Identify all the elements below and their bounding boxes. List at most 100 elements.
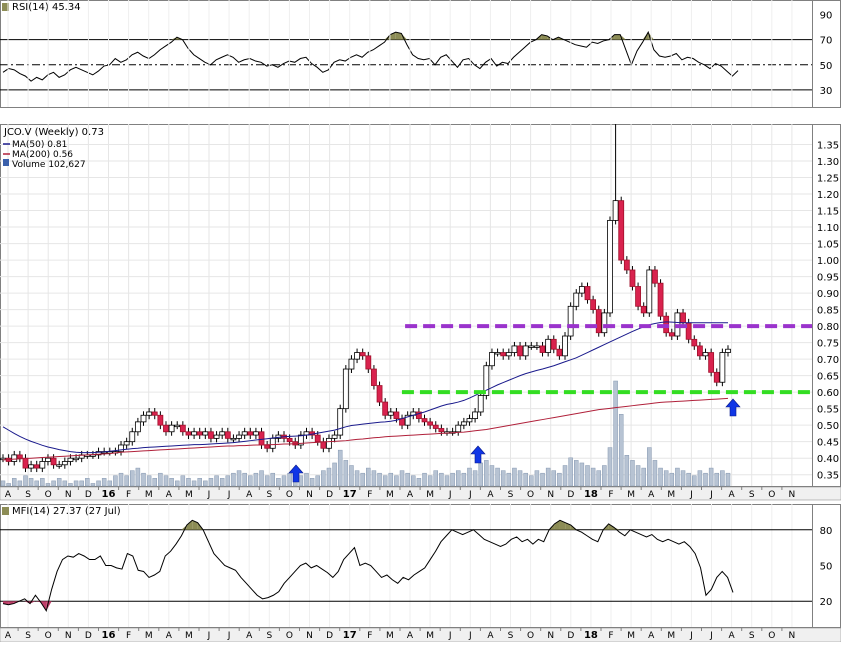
candle-up: [61, 461, 68, 466]
volume-bar: [191, 480, 197, 487]
x-month-label: J: [207, 490, 211, 500]
price-ytick-0.65: 0.65: [817, 372, 839, 383]
candle-up: [191, 431, 197, 436]
volume-bar: [545, 467, 551, 487]
x-month-label: 18: [584, 489, 598, 500]
volume-bar: [618, 414, 624, 487]
candle-down: [224, 431, 231, 439]
volume-bar: [113, 475, 118, 487]
x-month-label: M: [627, 631, 635, 641]
volume-bar: [697, 470, 703, 487]
candle-down: [556, 348, 563, 357]
candle-up: [354, 352, 360, 360]
candle-down: [438, 428, 445, 433]
volume-bar: [394, 475, 399, 487]
mfi-overbought-fill: [554, 520, 560, 530]
candle-up: [253, 431, 259, 436]
x-month-label: D: [326, 631, 333, 641]
candle-down: [618, 200, 625, 261]
volume-bar: [692, 475, 697, 487]
x-month-label: S: [266, 631, 272, 641]
candle-up: [11, 454, 18, 462]
candle-up: [702, 352, 709, 357]
volume-bar: [264, 475, 270, 487]
x-month-label: A: [166, 631, 173, 641]
volume-bar: [17, 480, 23, 487]
volume-bar: [287, 472, 292, 487]
candle-down: [432, 424, 439, 429]
x-month-label: A: [648, 631, 655, 641]
volume-bar: [439, 472, 444, 487]
candle-down: [151, 411, 158, 416]
volume-bar: [517, 470, 523, 487]
candle-up: [534, 345, 540, 348]
candle-up: [236, 434, 242, 439]
volume-bar: [602, 465, 607, 487]
x-month-label: S: [508, 490, 514, 500]
volume-bar: [506, 472, 512, 487]
candle-down: [359, 352, 366, 357]
candle-down: [691, 338, 698, 347]
price-ytick-0.85: 0.85: [817, 306, 839, 317]
mfi-overbought-fill: [186, 520, 193, 530]
volume-bar: [253, 472, 259, 487]
x-month-label: A: [407, 490, 414, 500]
x-month-label: N: [789, 490, 796, 500]
candle-down: [179, 424, 186, 433]
volume-bar: [641, 467, 646, 487]
candle-down: [22, 457, 29, 469]
volume-bar: [354, 470, 360, 487]
volume-bar: [281, 475, 287, 487]
volume-bar: [596, 470, 601, 487]
x-month-label: J: [468, 490, 472, 500]
volume-bar: [472, 470, 478, 487]
volume-bar: [0, 480, 6, 487]
candle-up: [146, 411, 153, 416]
candle-down: [427, 421, 434, 426]
candle-down: [584, 286, 591, 301]
volume-bar: [231, 472, 236, 487]
volume-bar: [652, 460, 658, 487]
volume-bar: [630, 460, 635, 487]
volume-bar: [332, 462, 337, 487]
rsi-overbought-fill: [614, 34, 621, 40]
x-month-label: M: [185, 631, 193, 641]
legend-1: MA(200) 0.56: [12, 150, 73, 160]
x-month-label: A: [487, 631, 494, 641]
volume-bar: [568, 457, 573, 487]
volume-bar: [315, 475, 320, 487]
volume-bar: [495, 467, 500, 487]
mfi-legend-icon: [2, 507, 9, 515]
x-month-label: J: [448, 631, 452, 641]
up-arrow-icon: [470, 445, 486, 464]
candle-up: [45, 457, 51, 462]
volume-bar: [298, 475, 304, 487]
x-month-label: J: [689, 631, 693, 641]
volume-bar: [714, 472, 720, 487]
candle-up: [567, 305, 574, 337]
price-ytick-0.75: 0.75: [817, 339, 839, 350]
rsi-ytick-50: 50: [820, 61, 833, 72]
x-month-label: J: [468, 631, 472, 641]
price-ytick-1.15: 1.15: [817, 207, 839, 218]
up-arrow-icon: [725, 398, 741, 417]
x-month-label: F: [608, 490, 613, 500]
candle-up: [483, 365, 490, 396]
candle-up: [573, 292, 580, 307]
mfi-line: [2, 519, 734, 612]
x-month-label: M: [426, 490, 434, 500]
volume-bar: [467, 467, 472, 487]
candle-up: [28, 464, 35, 469]
candle-down: [500, 352, 507, 357]
candle-up: [140, 414, 147, 423]
volume-bar: [388, 472, 394, 487]
volume-bar: [40, 478, 45, 487]
x-month-label: M: [145, 490, 153, 500]
rsi-panel-frame: [0, 0, 841, 108]
volume-bar: [366, 467, 371, 487]
x-month-label: M: [667, 631, 675, 641]
candle-up: [241, 431, 248, 436]
volume-bar: [585, 465, 590, 487]
